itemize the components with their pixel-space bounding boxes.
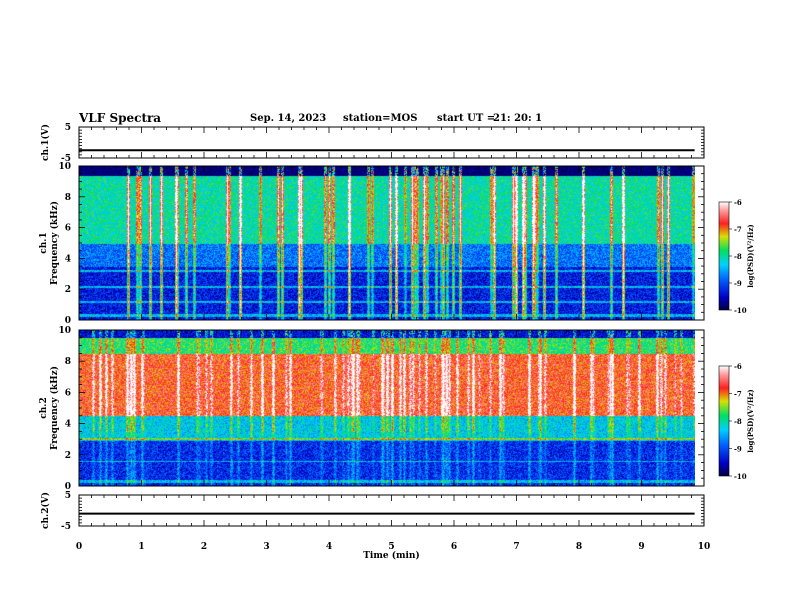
y-tick-label: -5 bbox=[61, 154, 71, 164]
y-tick-label: 5 bbox=[65, 491, 71, 501]
y-tick-label: 2 bbox=[65, 285, 71, 295]
y-tick-label: 10 bbox=[58, 162, 71, 172]
colorbar-tick-label: -9 bbox=[734, 445, 742, 454]
x-tick-label: 4 bbox=[326, 542, 332, 552]
colorbar-label: log(PSD)(V²/Hz) bbox=[746, 389, 755, 453]
x-tick-label: 7 bbox=[513, 542, 519, 552]
y-axis-label: Frequency (kHz) bbox=[49, 366, 60, 450]
colorbar-tick-label: -7 bbox=[734, 225, 742, 234]
colorbar-tick-label: -7 bbox=[734, 390, 742, 399]
colorbar-tick-label: -6 bbox=[734, 362, 742, 371]
y-tick-label: 4 bbox=[65, 254, 71, 264]
y-tick-label: 4 bbox=[65, 420, 71, 430]
x-axis-label: Time (min) bbox=[363, 550, 420, 561]
colorbar-tick-label: -6 bbox=[734, 198, 742, 207]
start-time: 21: 20: 1 bbox=[493, 113, 543, 124]
colorbar-label: log(PSD)(V²/Hz) bbox=[746, 224, 755, 288]
x-tick-label: 5 bbox=[388, 542, 394, 552]
colorbar-tick-label: -9 bbox=[734, 279, 742, 288]
y-axis-label: ch.2 bbox=[39, 397, 49, 418]
y-tick-label: 6 bbox=[65, 224, 71, 234]
spectrogram-ch1-image bbox=[79, 166, 695, 320]
x-tick-label: 1 bbox=[138, 542, 144, 552]
date-label: Sep. 14, 2023 bbox=[250, 113, 327, 124]
x-tick-label: 0 bbox=[76, 542, 82, 552]
y-tick-label: 2 bbox=[65, 451, 71, 461]
y-axis-label: ch.1(V) bbox=[40, 124, 51, 161]
start-label: start UT = bbox=[437, 113, 496, 124]
colorbar-2 bbox=[718, 365, 730, 477]
y-tick-label: -5 bbox=[61, 522, 71, 532]
y-axis-label: Frequency (kHz) bbox=[49, 201, 60, 285]
colorbar-1 bbox=[718, 201, 730, 311]
x-tick-label: 9 bbox=[638, 542, 644, 552]
spectrogram-ch2-image bbox=[79, 330, 695, 486]
colorbar-tick-label: -8 bbox=[734, 252, 742, 261]
x-tick-label: 3 bbox=[263, 542, 269, 552]
y-tick-label: 6 bbox=[65, 388, 71, 398]
colorbar-tick-label: -8 bbox=[734, 417, 742, 426]
x-tick-label: 2 bbox=[201, 542, 207, 552]
station-label: station=MOS bbox=[343, 113, 418, 124]
y-tick-label: 10 bbox=[58, 326, 71, 336]
y-tick-label: 0 bbox=[65, 482, 71, 492]
y-axis-label: ch.1 bbox=[39, 232, 49, 253]
chart-title: VLF Spectra bbox=[79, 111, 162, 125]
y-tick-label: 5 bbox=[65, 123, 71, 133]
colorbar-tick-label: -10 bbox=[734, 306, 747, 315]
x-tick-label: 8 bbox=[576, 542, 582, 552]
y-tick-label: 8 bbox=[65, 193, 71, 203]
x-tick-label: 10 bbox=[698, 542, 711, 552]
y-tick-label: 8 bbox=[65, 357, 71, 367]
y-axis-label: ch.2(V) bbox=[40, 492, 51, 529]
colorbar-tick-label: -10 bbox=[734, 472, 747, 481]
x-tick-label: 6 bbox=[451, 542, 457, 552]
y-tick-label: 0 bbox=[65, 316, 71, 326]
